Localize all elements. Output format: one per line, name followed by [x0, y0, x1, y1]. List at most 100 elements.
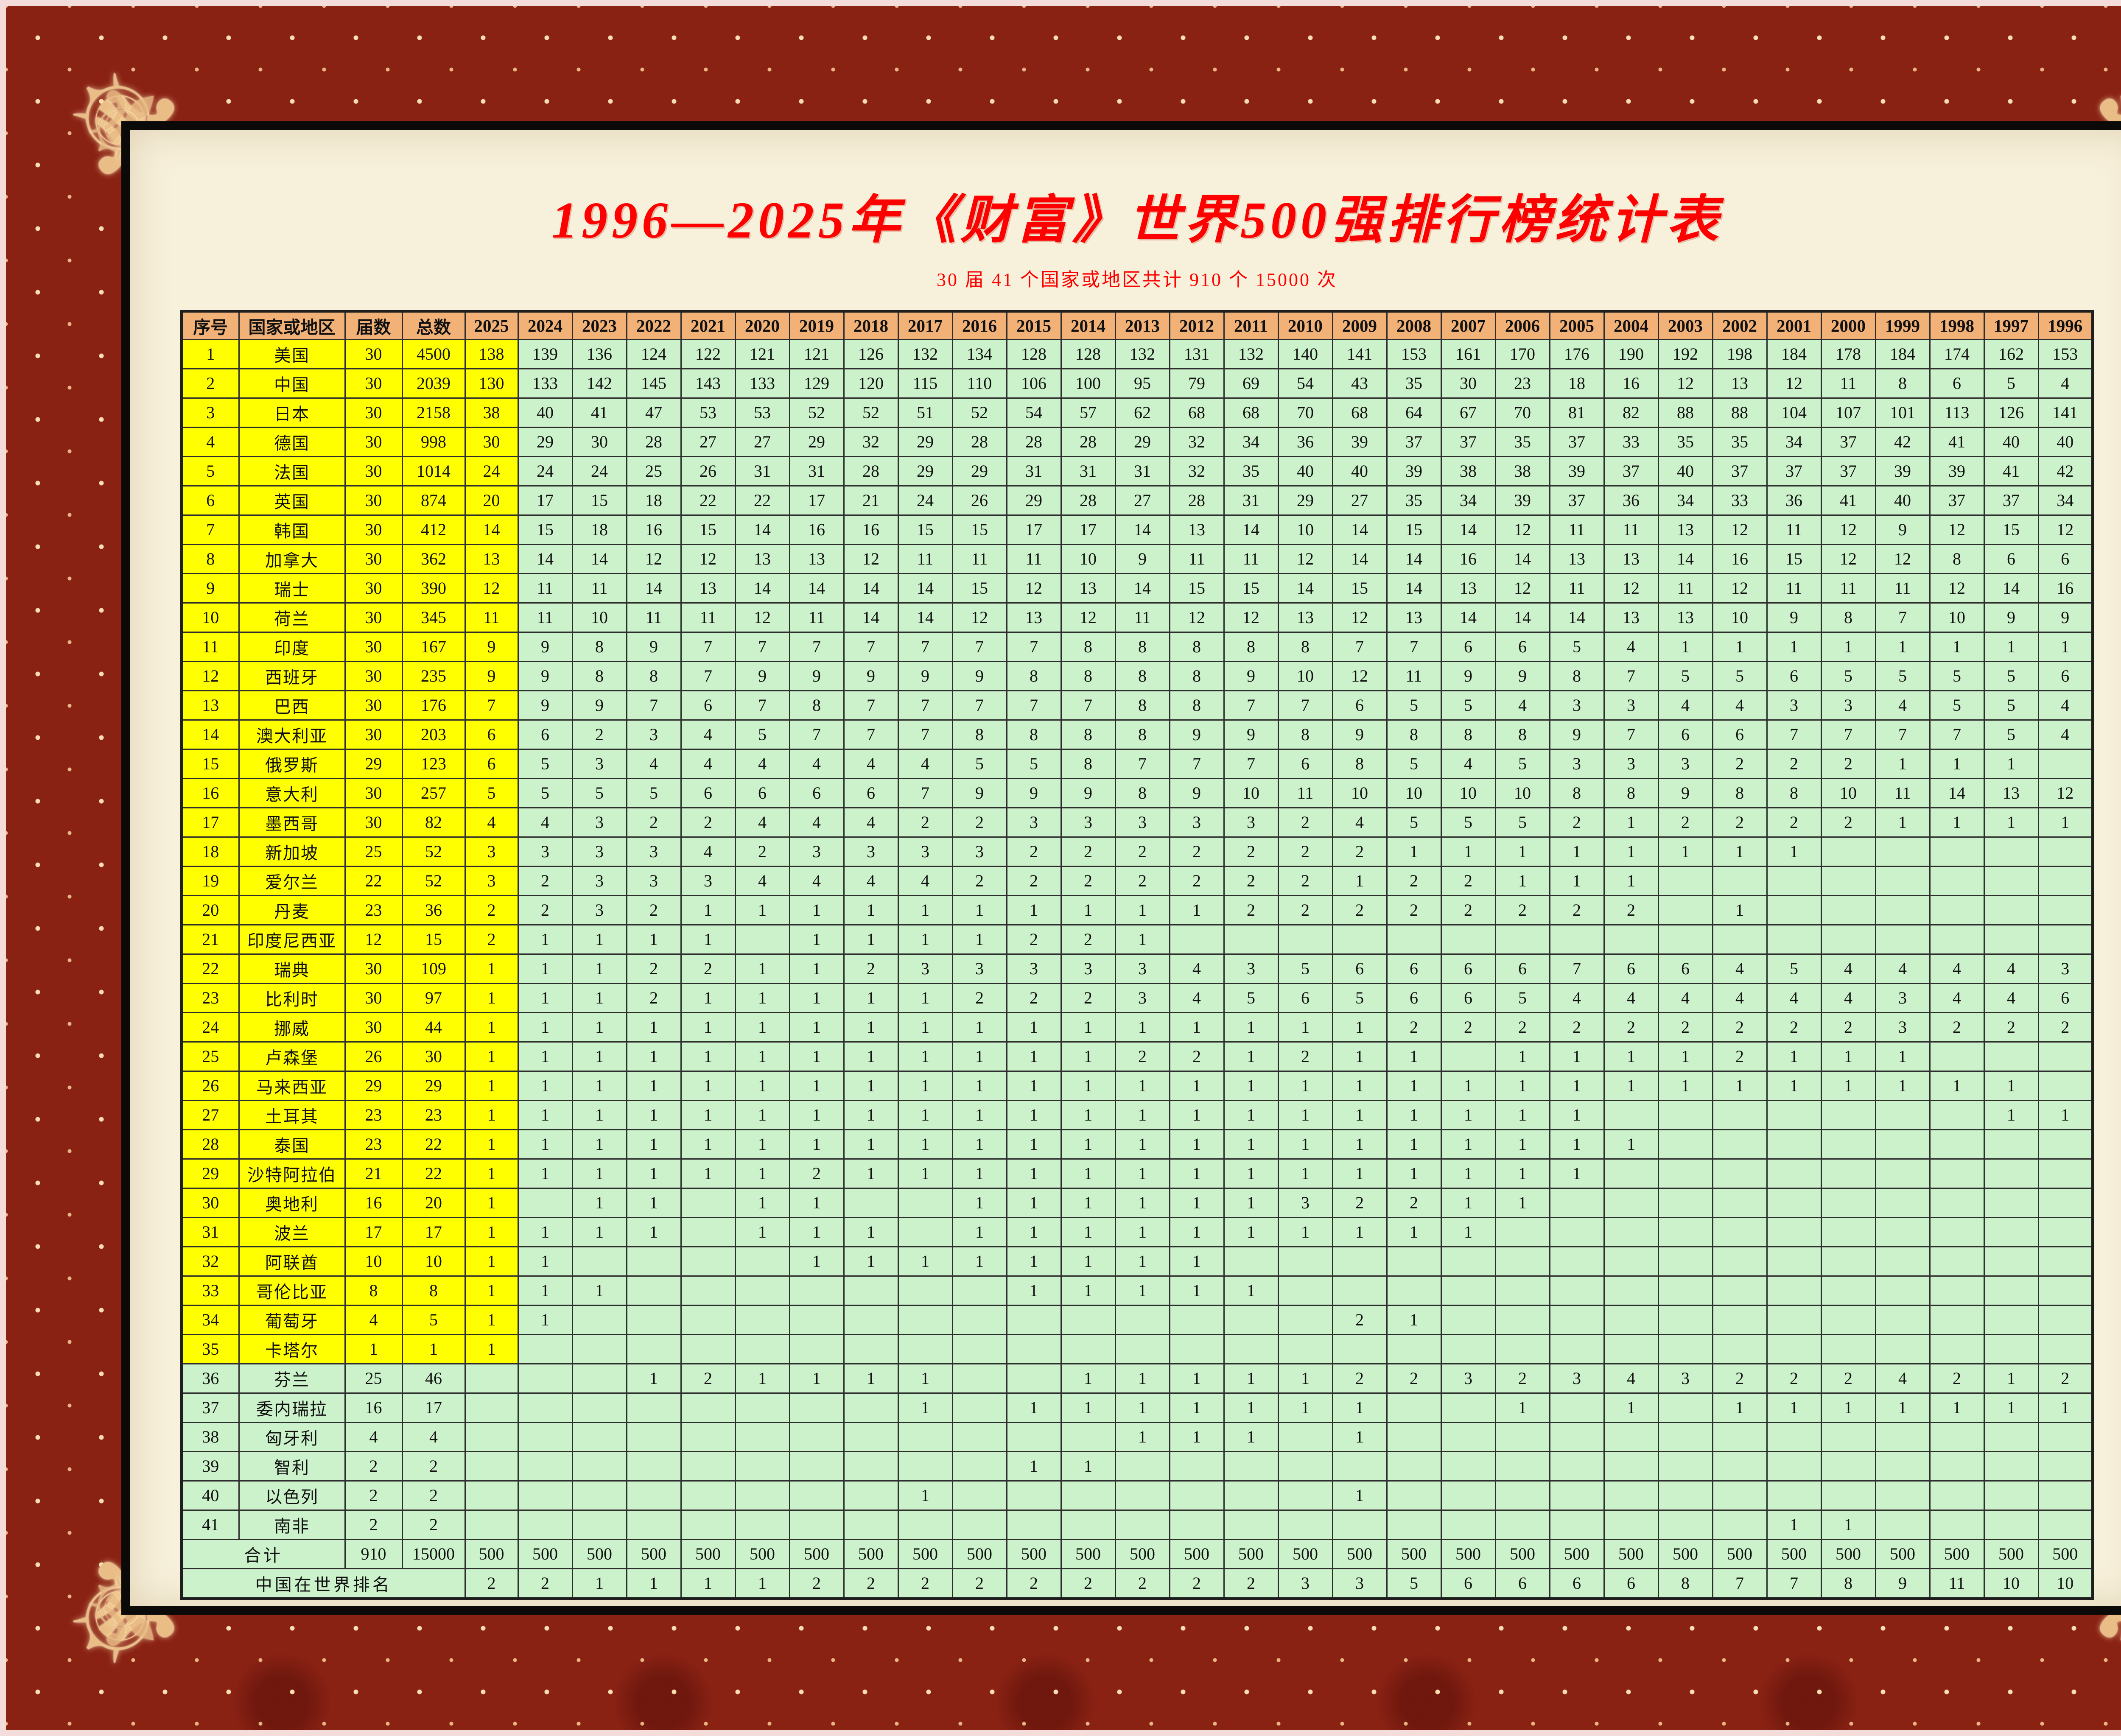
year-column-header: 2020 [734, 310, 790, 340]
year-value-cell: 6 [464, 719, 519, 750]
year-value-cell: 4 [843, 748, 899, 779]
year-column-header: 2025 [464, 310, 519, 340]
year-value-cell: 7 [1820, 719, 1876, 750]
table-row: 20 丹麦 23 36 2 2 3 2 1 1 1 1 1 1 1 1 1 1 2 2 2 2 2 2 2 2 1 [181, 895, 2093, 925]
total-cell: 167 [401, 631, 466, 662]
sessions-cell: 30 [344, 456, 403, 486]
year-value-cell: 34 [1766, 426, 1822, 457]
year-value-cell: 1 [1657, 631, 1713, 662]
year-value-cell: 1 [680, 924, 736, 955]
year-value-cell: 15 [951, 514, 1007, 545]
year-value-cell: 8 [1169, 690, 1225, 721]
year-value-cell: 28 [626, 426, 682, 457]
year-value-cell [1875, 1187, 1931, 1218]
year-value-cell [1820, 1304, 1876, 1335]
year-value-cell [1766, 1333, 1822, 1364]
year-value-cell: 1 [1332, 1099, 1388, 1130]
year-value-cell [1332, 1246, 1388, 1277]
table-row: 30 奥地利 16 20 1 1 1 1 1 1 1 1 1 1 1 3 2 2 1 1 [181, 1187, 2093, 1218]
year-value-cell [464, 1363, 519, 1394]
table-row: 18 新加坡 25 52 3 3 3 3 4 2 3 3 3 3 2 2 2 2 2 2 2 1 1 1 1 1 1 1 1 [181, 836, 2093, 867]
year-value-cell [1657, 1275, 1713, 1306]
total-cell: 15 [401, 924, 466, 955]
year-column-header: 2022 [626, 310, 682, 340]
year-value-cell: 2 [1440, 1012, 1496, 1043]
year-value-cell: 1 [897, 982, 953, 1013]
year-value-cell [517, 1421, 573, 1452]
year-value-cell [1929, 1421, 1985, 1452]
year-value-cell: 2 [464, 895, 519, 925]
year-value-cell: 27 [680, 426, 736, 457]
year-value-cell: 11 [1875, 573, 1931, 604]
year-value-cell: 14 [1386, 543, 1442, 574]
year-value-cell: 1 [843, 982, 899, 1013]
year-column-header: 2018 [843, 310, 899, 340]
year-value-cell [789, 1451, 845, 1482]
year-value-cell [1440, 1421, 1496, 1452]
year-value-cell: 1 [1440, 1099, 1496, 1130]
year-value-cell [2037, 1158, 2093, 1189]
year-value-cell: 11 [1820, 368, 1876, 399]
year-value-cell: 1 [1820, 631, 1876, 662]
year-value-cell: 1 [951, 1099, 1007, 1130]
year-value-cell [1929, 1304, 1985, 1335]
year-value-cell [1494, 1509, 1550, 1540]
year-value-cell: 1 [464, 1216, 519, 1247]
year-value-cell: 1 [843, 1041, 899, 1072]
year-value-cell: 3 [897, 953, 953, 984]
year-value-cell [571, 1421, 627, 1452]
year-value-cell: 12 [1712, 573, 1768, 604]
total-cell: 176 [401, 690, 466, 721]
year-value-cell: 130 [464, 368, 519, 399]
column-header: 序号 [181, 310, 240, 340]
year-value-cell [1820, 836, 1876, 867]
rank-index-cell: 9 [181, 573, 240, 604]
year-value-cell [1169, 1333, 1225, 1364]
year-value-cell: 1 [1060, 895, 1116, 925]
year-value-cell: 12 [464, 573, 519, 604]
year-value-cell [571, 1304, 627, 1335]
total-cell: 22 [401, 1158, 466, 1189]
year-value-cell [1657, 1421, 1713, 1452]
year-value-cell: 1 [1223, 1158, 1279, 1189]
table-row: 25 卢森堡 26 30 1 1 1 1 1 1 1 1 1 1 1 1 2 2 1 2 1 1 1 1 1 1 2 1 1 1 [181, 1041, 2093, 1072]
country-name-cell: 荷兰 [238, 602, 346, 633]
year-value-cell: 1 [464, 1187, 519, 1218]
year-value-cell [2037, 1041, 2093, 1072]
year-value-cell: 4 [1603, 982, 1659, 1013]
year-value-cell: 11 [951, 543, 1007, 574]
year-value-cell: 1 [734, 1187, 790, 1218]
year-value-cell: 2 [626, 982, 682, 1013]
year-value-cell [1657, 1333, 1713, 1364]
year-value-cell: 6 [1440, 631, 1496, 662]
year-value-cell [1983, 865, 2039, 896]
year-column-header: 2010 [1277, 310, 1333, 340]
total-cell: 2 [401, 1509, 466, 1540]
year-value-cell [1712, 865, 1768, 896]
rank-index-cell: 12 [181, 660, 240, 691]
year-value-cell: 1 [843, 1246, 899, 1277]
year-value-cell: 2 [1114, 865, 1170, 896]
sessions-cell: 23 [344, 1129, 403, 1160]
year-value-cell: 5 [1820, 660, 1876, 691]
year-value-cell [951, 1275, 1007, 1306]
year-value-cell: 1 [734, 1363, 790, 1394]
year-value-cell [1549, 1421, 1605, 1452]
year-value-cell: 1 [734, 1216, 790, 1247]
year-value-cell [1766, 1421, 1822, 1452]
year-value-cell: 2 [1060, 836, 1116, 867]
year-value-cell [951, 1421, 1007, 1452]
year-value-cell [1549, 1304, 1605, 1335]
total-cell: 345 [401, 602, 466, 633]
year-value-cell: 1 [1929, 1070, 1985, 1101]
year-column-header: 2000 [1820, 310, 1876, 340]
year-value-cell: 1 [1169, 1012, 1225, 1043]
year-value-cell [517, 1451, 573, 1482]
year-value-cell: 35 [1712, 426, 1768, 457]
year-value-cell: 184 [1875, 338, 1931, 369]
year-value-cell: 2 [1006, 865, 1062, 896]
year-value-cell: 104 [1766, 397, 1822, 428]
year-value-cell [1440, 1275, 1496, 1306]
total-cell: 36 [401, 895, 466, 925]
year-value-cell: 2 [680, 1363, 736, 1394]
